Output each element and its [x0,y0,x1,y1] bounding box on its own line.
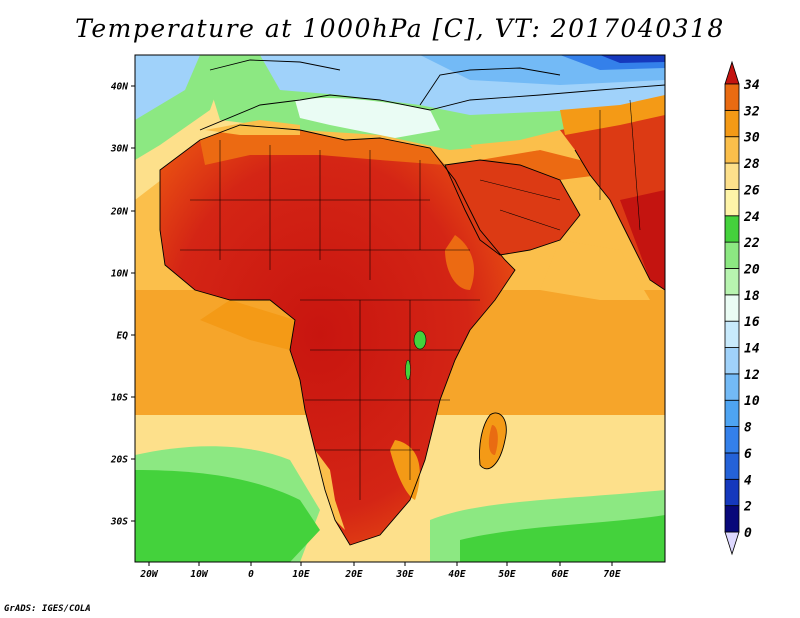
colorbar-label: 2 [743,500,752,515]
country-borders [180,99,641,500]
x-tick-label: 60E [551,569,568,580]
south-indian-cold [460,515,665,562]
colorbar-label: 14 [744,342,760,357]
y-tick-label: 30S [110,517,128,528]
grads-credit: GrADS: IGES/COLA [4,604,91,614]
colorbar-label: 22 [743,236,760,251]
x-tick-label: 50E [498,569,515,580]
colorbar-label: 0 [744,526,752,541]
colorbar-label: 34 [743,78,760,93]
y-tick-label: 30N [110,144,128,155]
x-tick-label: 10E [292,569,309,580]
x-tick-label: 70E [603,569,620,580]
lake-tanganyika [405,359,411,381]
map-plot-area [135,55,665,562]
colorbar-segment [724,268,740,296]
x-tick-label: 30E [395,569,413,580]
colorbar-label: 16 [744,315,760,330]
colorbar-label: 32 [743,104,760,119]
plot-frame [134,54,666,563]
coastlines [159,59,665,546]
south-atlantic-cold [135,470,320,562]
africa-land [160,125,515,545]
colorbar-label: 24 [743,210,760,225]
y-tick-label: 40N [111,82,128,93]
y-tick-label: 20N [110,207,128,218]
colorbar-segment [724,399,740,427]
arabia [445,160,580,255]
colorbar-segment [724,241,740,269]
colorbar-segment [724,320,740,348]
colorbar-segment [724,215,740,243]
colorbar-segment [724,505,740,533]
y-tick-label: 20S [110,455,128,466]
x-tick-label: 0 [248,569,254,580]
y-axis: 40N 30N 20N 10N EQ 10S 20S 30S [110,82,135,528]
y-tick-label: 10N [111,269,128,280]
colorbar-label: 6 [744,447,752,462]
colorbar-label: 4 [744,473,752,488]
colorbar-segment [724,83,740,111]
lake-victoria [413,330,427,350]
colorbar-segment [724,189,740,217]
colorbar-top-arrow [724,60,740,85]
x-tick-label: 20E [344,569,362,580]
colorbar-label: 30 [743,131,760,146]
colorbar-segment [724,373,740,401]
colorbar-segment [724,109,740,138]
colorbar-label: 8 [744,421,752,436]
colorbar-segment [724,162,740,190]
colorbar-label: 18 [744,289,760,304]
colorbar-label: 26 [743,183,760,198]
colorbar-label: 12 [744,368,760,383]
x-tick-label: 10W [190,569,208,580]
colorbar-segment [724,136,740,164]
map-title: Temperature at 1000hPa [C], VT: 20170403… [75,14,725,43]
x-tick-label: 40E [448,569,465,580]
colorbar-segment [724,452,740,480]
y-tick-label: 10S [111,393,128,404]
colorbar-segment [724,478,740,507]
x-axis: 20W 10W 0 10E 20E 30E 40E 50E 60E 70E [139,562,621,580]
colorbar-segment [724,426,740,454]
colorbar-label: 20 [743,262,760,277]
y-tick-label: EQ [117,331,129,342]
colorbar-label: 10 [744,394,760,409]
colorbar-segment [724,294,740,322]
colorbar-segment [724,347,740,375]
colorbar-bottom-arrow [724,531,740,556]
colorbar-label: 28 [743,157,760,172]
x-tick-label: 20W [139,569,158,580]
mediterranean [295,98,440,138]
